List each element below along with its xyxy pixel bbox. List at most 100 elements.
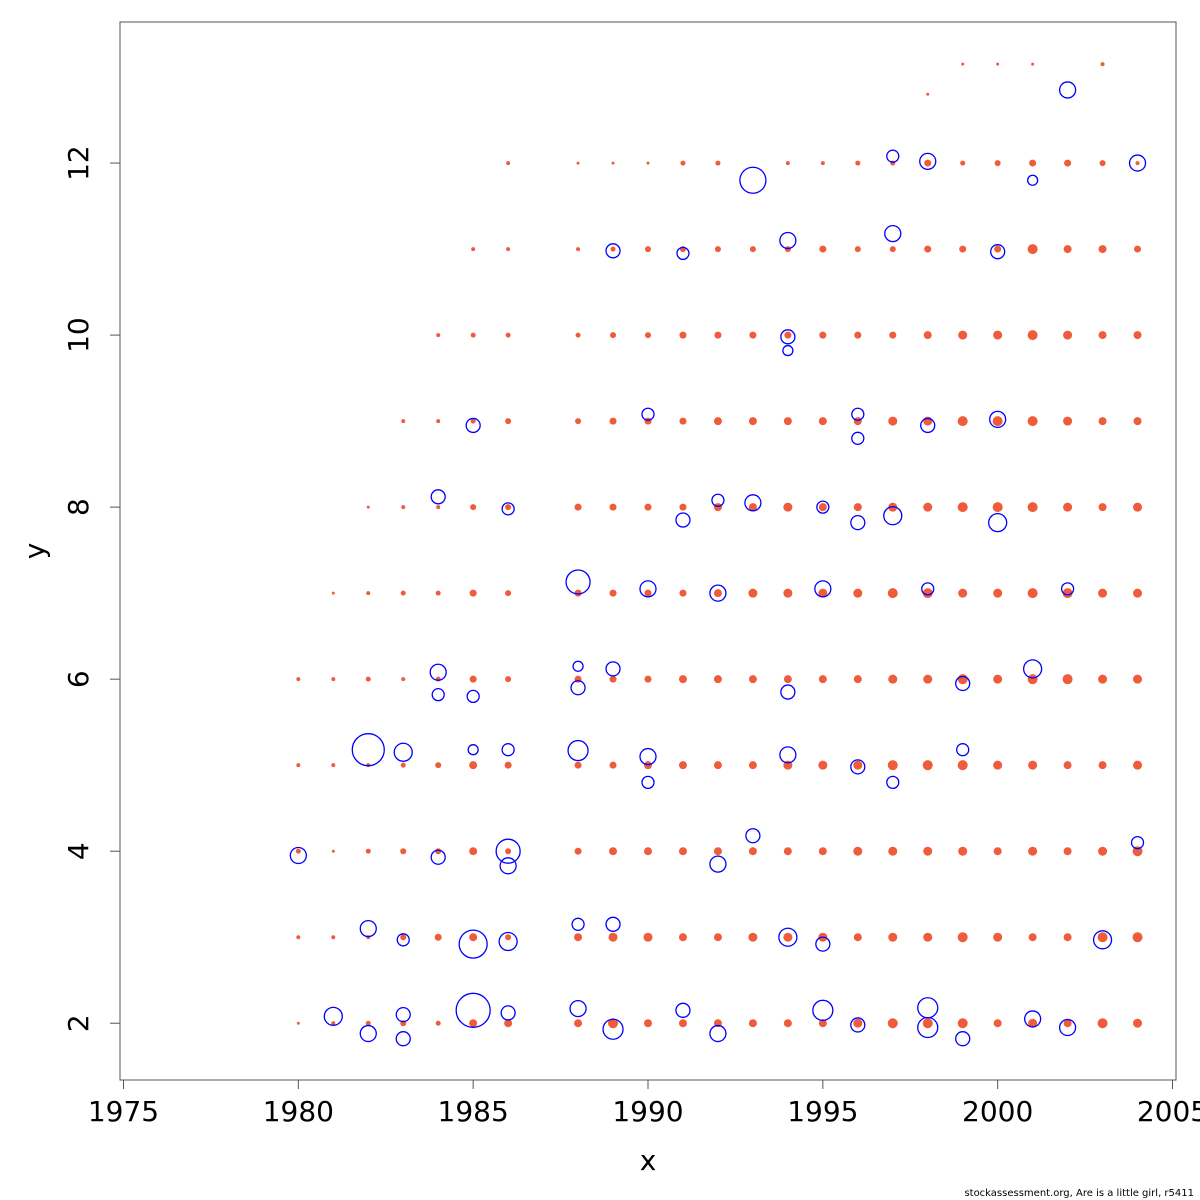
bubble (644, 675, 652, 683)
bubble (748, 503, 757, 512)
bubble (359, 1024, 377, 1043)
bubble (365, 848, 371, 854)
bubble (923, 502, 933, 512)
bubble (855, 160, 861, 166)
bubble (993, 330, 1003, 340)
bubble (359, 919, 377, 938)
x-tick-label: 1980 (263, 1095, 334, 1128)
bubble (610, 246, 616, 252)
bubble (470, 504, 477, 511)
bubble (435, 762, 442, 769)
bubble (434, 933, 442, 941)
bubble (1132, 932, 1143, 943)
bubble (611, 161, 615, 165)
bubble (992, 416, 1003, 427)
bubble (436, 419, 441, 424)
bubble (1130, 835, 1145, 850)
bubble (505, 332, 511, 338)
bubble (401, 677, 406, 682)
bubble (1027, 674, 1038, 685)
bubble (961, 62, 965, 66)
bubble (748, 417, 757, 426)
bubble (401, 505, 406, 510)
bubble (783, 932, 793, 942)
bubble (430, 489, 446, 505)
bubble (818, 417, 827, 426)
y-tick-label: 4 (62, 842, 95, 860)
bubble (709, 1024, 727, 1043)
x-tick-label: 2005 (1137, 1095, 1200, 1128)
bubble (992, 502, 1003, 513)
bubble (779, 231, 797, 250)
bubble (853, 675, 862, 684)
bubble (994, 160, 1001, 167)
bubble (1060, 582, 1075, 596)
bubble (609, 675, 617, 683)
bubble (1092, 930, 1113, 950)
bubble (644, 1019, 652, 1028)
bubble (466, 689, 480, 704)
bubble (641, 775, 655, 790)
bubble (993, 932, 1003, 942)
bubble (714, 331, 722, 339)
bubble (1063, 761, 1072, 770)
bubble (783, 847, 792, 856)
bubble (1029, 159, 1037, 167)
bubble (1133, 1018, 1143, 1028)
bubble (713, 503, 722, 512)
bubble (470, 418, 476, 424)
bubble (505, 934, 512, 941)
bubble (505, 590, 512, 597)
bubble (569, 999, 587, 1018)
bubble (818, 503, 827, 512)
bubble (814, 580, 832, 598)
bubble (641, 407, 655, 421)
bubble (1098, 417, 1107, 426)
bubble (605, 916, 621, 932)
bubble (917, 1016, 939, 1039)
bubble (921, 582, 935, 596)
bubble (749, 246, 756, 253)
bubble (1133, 502, 1143, 512)
bubble (923, 846, 933, 856)
bubble (1097, 932, 1108, 943)
bubble (988, 512, 1008, 533)
bubble (644, 503, 652, 511)
bubble (643, 932, 653, 942)
bubble (499, 857, 517, 875)
bubble (644, 847, 652, 856)
bubble (646, 161, 650, 165)
bubble (779, 746, 797, 764)
bubble (1064, 159, 1072, 167)
bubble (854, 331, 862, 339)
bubble (605, 661, 621, 677)
bubble (957, 1018, 968, 1029)
bubble (993, 760, 1003, 770)
bubble (924, 245, 932, 253)
bubble (610, 332, 617, 339)
bubble (709, 855, 727, 873)
bubble (785, 161, 790, 166)
bubble (679, 417, 687, 425)
bubble (680, 160, 686, 166)
bubble (1028, 1018, 1038, 1028)
bubble (295, 848, 301, 854)
bubble (471, 247, 476, 252)
bubble (678, 675, 687, 684)
bubble (1027, 244, 1038, 255)
bubble (1063, 416, 1073, 426)
bubble (748, 761, 757, 770)
bubble (782, 344, 794, 357)
bubble (748, 1019, 757, 1028)
bubble (608, 1018, 619, 1029)
bubble (570, 680, 586, 696)
bubble (957, 674, 968, 685)
bubble (993, 847, 1002, 856)
bubble (351, 733, 385, 767)
bubble (469, 1019, 478, 1028)
bubble (818, 588, 828, 598)
bubble (853, 933, 862, 942)
bubble (455, 992, 491, 1028)
bubble (644, 589, 652, 597)
bubble (678, 847, 687, 856)
